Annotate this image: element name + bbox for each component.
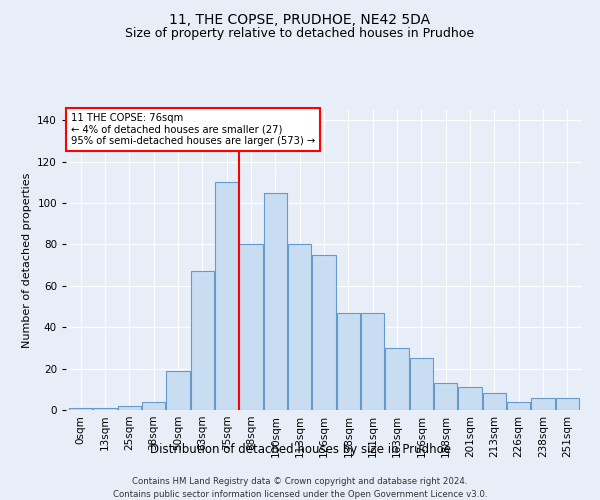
Text: 11 THE COPSE: 76sqm
← 4% of detached houses are smaller (27)
95% of semi-detache: 11 THE COPSE: 76sqm ← 4% of detached hou… (71, 113, 316, 146)
Bar (337, 313, 360, 410)
Bar (69, 408, 92, 410)
Bar (385, 348, 409, 410)
Bar (166, 370, 190, 410)
Bar (142, 402, 165, 410)
Bar (94, 408, 116, 410)
Bar (434, 383, 457, 410)
Bar (239, 244, 263, 410)
Bar (507, 402, 530, 410)
Text: Contains HM Land Registry data © Crown copyright and database right 2024.: Contains HM Land Registry data © Crown c… (132, 478, 468, 486)
Text: Contains public sector information licensed under the Open Government Licence v3: Contains public sector information licen… (113, 490, 487, 499)
Bar (361, 313, 384, 410)
Bar (458, 387, 482, 410)
Bar (264, 193, 287, 410)
Bar (556, 398, 579, 410)
Y-axis label: Number of detached properties: Number of detached properties (22, 172, 32, 348)
Text: Distribution of detached houses by size in Prudhoe: Distribution of detached houses by size … (149, 442, 451, 456)
Text: Size of property relative to detached houses in Prudhoe: Size of property relative to detached ho… (125, 28, 475, 40)
Bar (191, 272, 214, 410)
Bar (118, 406, 141, 410)
Bar (215, 182, 238, 410)
Bar (288, 244, 311, 410)
Text: 11, THE COPSE, PRUDHOE, NE42 5DA: 11, THE COPSE, PRUDHOE, NE42 5DA (169, 12, 431, 26)
Bar (532, 398, 554, 410)
Bar (313, 255, 335, 410)
Bar (483, 394, 506, 410)
Bar (410, 358, 433, 410)
